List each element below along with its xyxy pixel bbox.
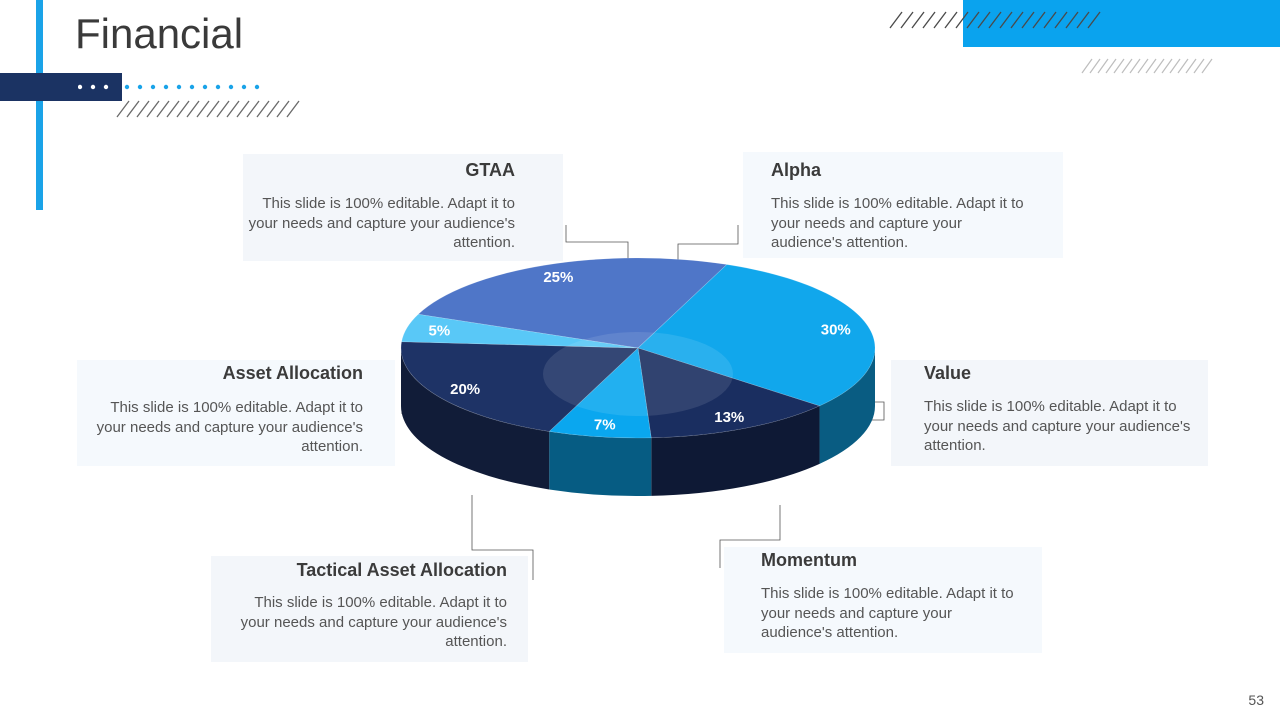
card-tactical-body: This slide is 100% editable. Adapt it to… bbox=[240, 594, 507, 650]
pie-slice-alpha bbox=[417, 257, 728, 349]
card-tactical-asset-allocation: Tactical Asset Allocation This slide is … bbox=[211, 556, 528, 662]
card-alpha: Alpha This slide is 100% editable. Adapt… bbox=[743, 152, 1063, 258]
dotted-line-decoration bbox=[78, 84, 260, 90]
card-momentum-body: This slide is 100% editable. Adapt it to… bbox=[761, 585, 1014, 641]
pie-slice-tactical-asset-allocation bbox=[548, 347, 652, 439]
card-asset-allocation-title: Asset Allocation bbox=[222, 363, 363, 383]
pie-label-tactical-asset-allocation: 7% bbox=[594, 416, 616, 433]
card-value-body: This slide is 100% editable. Adapt it to… bbox=[924, 398, 1191, 454]
card-asset-allocation-body: This slide is 100% editable. Adapt it to… bbox=[96, 399, 363, 455]
card-alpha-body: This slide is 100% editable. Adapt it to… bbox=[771, 195, 1024, 251]
card-tactical-title: Tactical Asset Allocation bbox=[296, 560, 507, 580]
hatch-decoration-right bbox=[1081, 58, 1213, 74]
pie-center-highlight bbox=[543, 332, 733, 416]
pie-slice-value bbox=[637, 264, 876, 407]
pie-label-alpha: 25% bbox=[543, 269, 573, 286]
page-number: 53 bbox=[1248, 692, 1264, 708]
card-alpha-title: Alpha bbox=[771, 160, 822, 180]
card-gtaa: GTAA This slide is 100% editable. Adapt … bbox=[243, 154, 563, 261]
page-title: Financial bbox=[75, 10, 244, 57]
pie-slice-asset-allocation bbox=[400, 341, 639, 432]
pie-slice-gtaa bbox=[401, 313, 639, 349]
pie-label-momentum: 13% bbox=[714, 409, 744, 426]
pie-label-asset-allocation: 20% bbox=[450, 381, 480, 398]
pie-chart: 25% 30% 13% 7% 20% 5% bbox=[400, 257, 876, 496]
card-momentum-title: Momentum bbox=[761, 550, 857, 570]
pie-side-asset-allocation bbox=[401, 348, 550, 490]
accent-vertical-bar bbox=[36, 0, 43, 210]
card-asset-allocation: Asset Allocation This slide is 100% edit… bbox=[77, 360, 395, 466]
pie-side-tactical-asset-allocation bbox=[549, 431, 652, 496]
hatch-decoration-top bbox=[889, 11, 1101, 29]
card-momentum: Momentum This slide is 100% editable. Ad… bbox=[724, 547, 1042, 653]
hatch-decoration-left bbox=[116, 100, 300, 118]
card-value: Value This slide is 100% editable. Adapt… bbox=[891, 360, 1208, 466]
pie-label-value: 30% bbox=[821, 321, 851, 338]
card-gtaa-title: GTAA bbox=[465, 160, 515, 180]
pie-label-gtaa: 5% bbox=[429, 323, 451, 340]
pie-side-value bbox=[819, 348, 875, 464]
card-value-title: Value bbox=[924, 363, 972, 383]
blue-accent-block bbox=[963, 0, 1280, 47]
navy-accent-block bbox=[0, 73, 122, 101]
pie-slice-momentum bbox=[637, 347, 821, 439]
pie-side-momentum bbox=[651, 405, 820, 496]
card-gtaa-body: This slide is 100% editable. Adapt it to… bbox=[248, 195, 515, 251]
